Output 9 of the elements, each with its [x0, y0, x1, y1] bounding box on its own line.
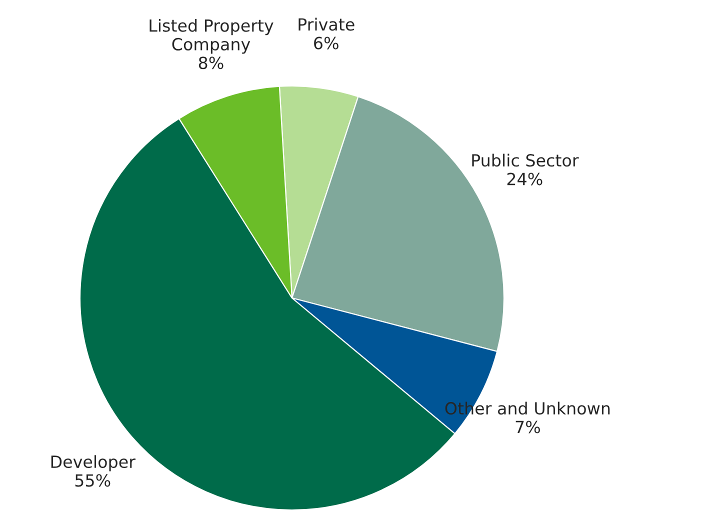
data-label: 55%	[75, 474, 110, 487]
data-label: 24%	[507, 172, 542, 186]
data-label: 7%	[516, 420, 540, 434]
slice-label: Listed Property Company	[150, 18, 274, 54]
data-label: 8%	[198, 56, 224, 70]
slice-label: Private	[298, 18, 354, 31]
slice-label: Developer	[51, 455, 136, 472]
slice-label: Public Sector	[472, 154, 579, 167]
data-label: 6%	[314, 36, 338, 50]
